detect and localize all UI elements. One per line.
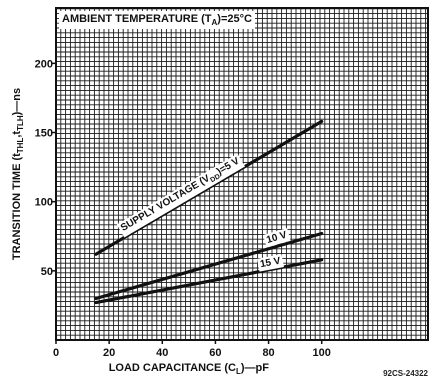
x-axis-label: LOAD CAPACITANCE (CL)—pF xyxy=(109,362,270,376)
x-axis-label-main: LOAD CAPACITANCE (C xyxy=(109,362,236,374)
y-axis-label-subscript-2: TLH xyxy=(16,115,25,131)
x-axis-label-tail: )—pF xyxy=(241,362,269,374)
y-tick-label: 50 xyxy=(41,266,53,278)
x-tick-label: 80 xyxy=(262,347,274,359)
y-tick-label: 100 xyxy=(35,197,53,209)
y-axis-label-tail: )—ns xyxy=(11,88,23,116)
x-tick-label: 20 xyxy=(103,347,115,359)
chart-title: AMBIENT TEMPERATURE (TA)=25°C xyxy=(59,11,255,29)
x-tick-label: 60 xyxy=(209,347,221,359)
x-tick-label: 40 xyxy=(156,347,168,359)
y-tick-label: 150 xyxy=(35,128,53,140)
y-axis-label-subscript-1: THL xyxy=(16,138,25,154)
chart-title-tail: )=25°C xyxy=(217,13,252,25)
y-tick-label: 200 xyxy=(35,58,53,70)
x-tick-label: 100 xyxy=(313,347,331,359)
y-axis-label: TRANSITION TIME (tTHL,tTLH)—ns xyxy=(11,88,25,260)
x-tick-label: 0 xyxy=(53,347,59,359)
chart-title-main: AMBIENT TEMPERATURE (T xyxy=(62,13,212,25)
y-axis-label-main: TRANSITION TIME (t xyxy=(11,153,23,260)
chart-title-text: AMBIENT TEMPERATURE (TA)=25°C xyxy=(62,13,252,27)
figure-code: 92CS-24322 xyxy=(383,369,428,378)
